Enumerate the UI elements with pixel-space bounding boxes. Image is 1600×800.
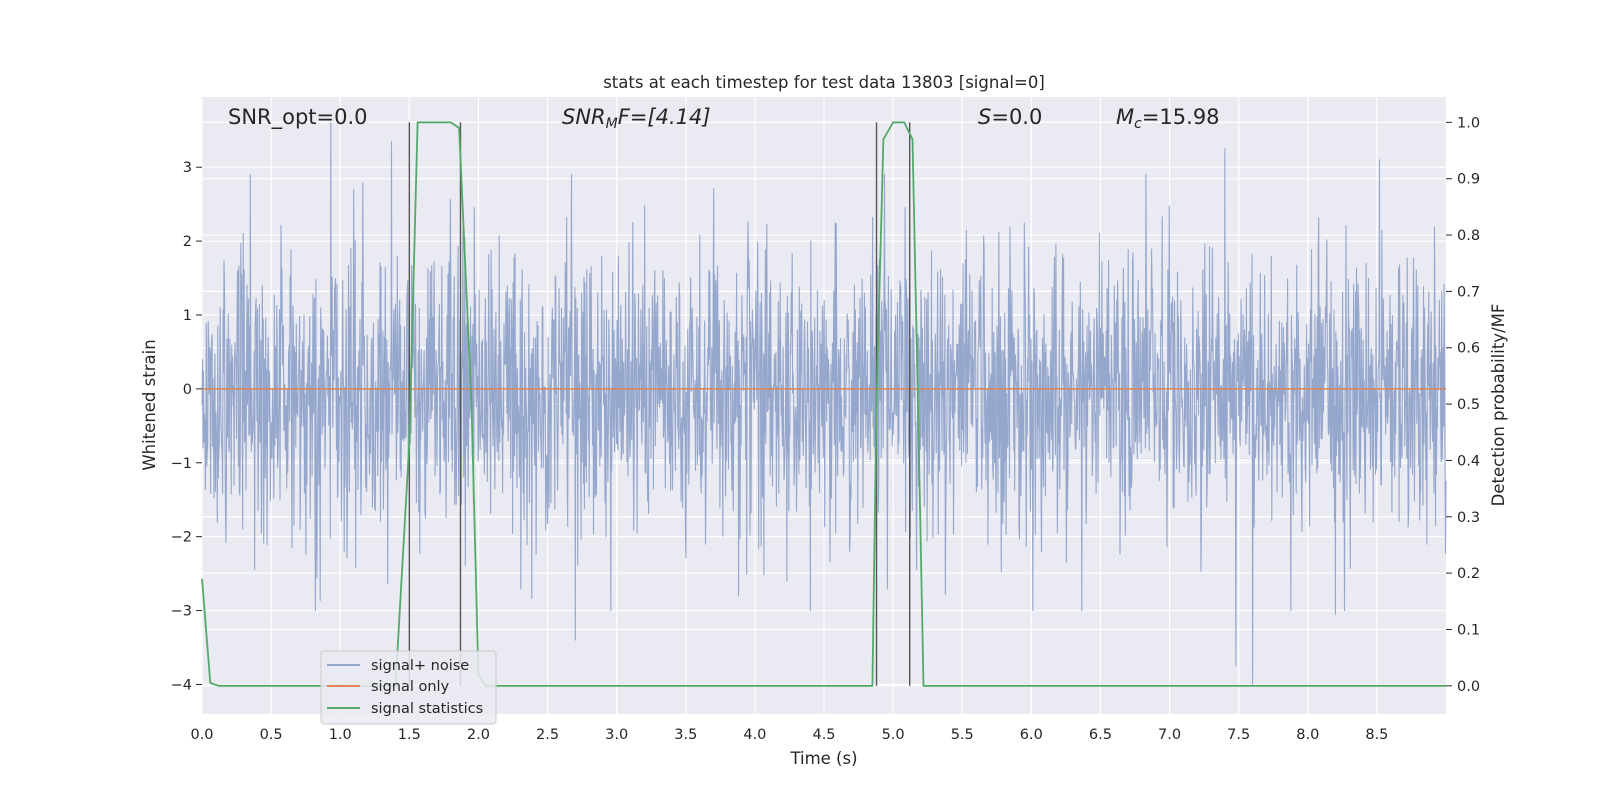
x-tick-label: 8.0 [1296,727,1319,743]
mc-sub: c [1134,116,1142,132]
x-tick-label: 1.0 [329,727,352,743]
mc-rest: =15.98 [1142,105,1220,129]
left-tick-label: −4 [171,677,192,693]
legend-label-statistics: signal statistics [371,701,483,717]
right-tick-label: 0.0 [1457,679,1480,695]
right-axis-ticks: 1.0 0.9 0.8 0.7 0.6 0.5 0.4 0.3 0.2 0.1 0.0 [1446,115,1480,695]
left-tick-label: 2 [183,234,192,250]
left-tick-label: 0 [183,382,192,398]
right-axis-label: Detection probability/MF [1489,304,1508,507]
legend: signal+ noise signal only signal statist… [320,650,497,725]
left-axis-label: Whitened strain [140,339,159,470]
annotation-snr-mf: SNRMF=[4.14] [562,105,711,132]
right-tick-label: 0.3 [1457,510,1480,526]
x-tick-label: 5.5 [951,727,974,743]
x-axis-label: Time (s) [789,749,857,768]
x-tick-label: 0.5 [260,727,283,743]
right-tick-label: 0.5 [1457,397,1480,413]
annotation-s: S=0.0 [978,105,1042,129]
mc-base: M [1116,105,1134,129]
annotation-snr-opt: SNR_opt=0.0 [228,105,368,130]
snr-mf-base: SNR [562,105,606,129]
snr-mf-rest: F=[4.14] [618,105,711,129]
x-tick-label: 7.5 [1227,727,1250,743]
x-axis-ticks: 0.0 0.5 1.0 1.5 2.0 2.5 3.0 3.5 4.0 4.5 5.0 5.5 6.0 6… [190,727,1388,743]
right-tick-label: 0.7 [1457,284,1480,300]
left-axis-ticks: 3 2 1 0 −1 −2 −3 −4 [171,160,202,693]
x-tick-label: 6.5 [1089,727,1112,743]
snr-mf-sub: M [606,116,618,132]
left-tick-label: −1 [171,456,192,472]
x-tick-label: 7.0 [1158,727,1181,743]
right-tick-label: 1.0 [1457,115,1480,131]
right-tick-label: 0.6 [1457,341,1480,357]
chart-title: stats at each timestep for test data 138… [603,73,1045,92]
right-tick-label: 0.2 [1457,566,1480,582]
x-tick-label: 8.5 [1365,727,1388,743]
left-tick-label: −2 [171,530,192,546]
right-tick-label: 0.1 [1457,622,1480,638]
x-tick-label: 1.5 [398,727,421,743]
x-tick-label: 4.0 [743,727,766,743]
s-var: S [978,105,991,129]
legend-label-noise: signal+ noise [371,658,469,674]
right-tick-label: 0.9 [1457,172,1480,188]
left-tick-label: 3 [183,160,192,176]
legend-label-signal: signal only [371,679,450,695]
x-tick-label: 4.5 [812,727,835,743]
x-tick-label: 5.0 [882,727,905,743]
left-tick-label: −3 [171,604,192,620]
legend-box [320,650,497,725]
x-tick-label: 2.5 [536,727,559,743]
left-tick-label: 1 [183,308,192,324]
s-rest: =0.0 [991,105,1042,129]
x-tick-label: 2.0 [467,727,490,743]
x-tick-label: 0.0 [190,727,213,743]
x-tick-label: 3.0 [605,727,628,743]
right-tick-label: 0.4 [1457,453,1480,469]
x-tick-label: 6.0 [1020,727,1043,743]
annotation-mc: Mc=15.98 [1116,105,1220,132]
x-tick-label: 3.5 [674,727,697,743]
right-tick-label: 0.8 [1457,228,1480,244]
